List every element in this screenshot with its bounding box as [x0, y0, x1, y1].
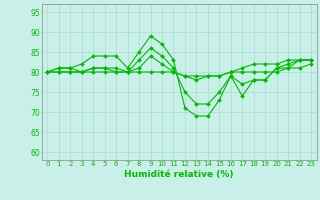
X-axis label: Humidité relative (%): Humidité relative (%)	[124, 170, 234, 179]
